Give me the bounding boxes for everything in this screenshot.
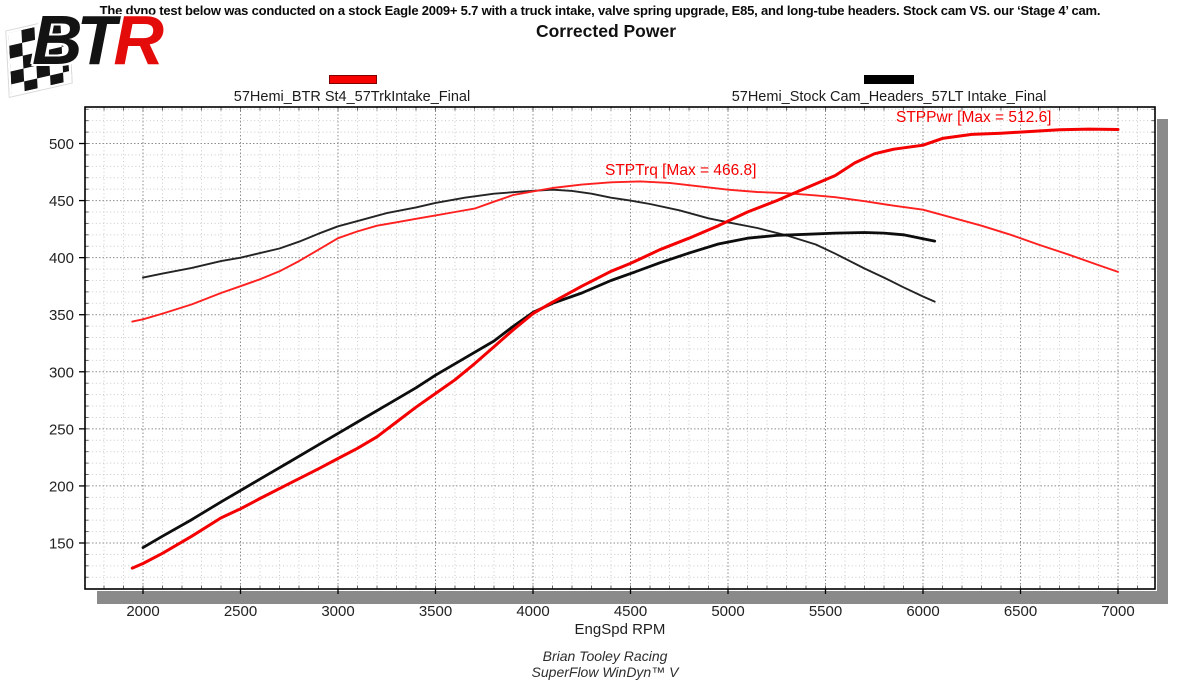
y-tick-label: 200 — [49, 478, 74, 495]
y-tick-label: 350 — [49, 307, 74, 324]
curve-stppwr_btr — [130, 127, 1120, 570]
y-tick-label: 300 — [49, 364, 74, 381]
btr-logo: BTR — [6, 2, 166, 100]
legend-swatch-stock-cam — [864, 75, 914, 84]
annotation-torque-max: STPTrq [Max = 466.8] — [605, 162, 757, 179]
x-tick-label: 6000 — [906, 603, 939, 620]
header-strip: The dyno test below was conducted on a s… — [99, 3, 1101, 18]
x-tick-label: 7000 — [1101, 603, 1134, 620]
plot-shadow-right — [1157, 119, 1168, 604]
btr-logo-r: R — [113, 1, 164, 79]
btr-logo-text: BTR — [32, 1, 164, 79]
footer-software: SuperFlow WinDyn™ V — [531, 664, 679, 680]
x-tick-label: 4000 — [516, 603, 549, 620]
curve-stptrq_stock — [142, 188, 936, 303]
chart-title: Corrected Power — [535, 21, 677, 41]
legend-label-stock-cam: 57Hemi_Stock Cam_Headers_57LT Intake_Fin… — [731, 89, 1047, 105]
y-tick-label: 150 — [49, 536, 74, 553]
x-tick-label: 3500 — [419, 603, 452, 620]
legend-swatch-btr-stage4 — [329, 75, 377, 84]
x-tick-label: 5500 — [809, 603, 842, 620]
annotation-power-max: STPPwr [Max = 512.6] — [896, 109, 1052, 126]
y-tick-label: 450 — [49, 193, 74, 210]
x-tick-label: 3000 — [321, 603, 354, 620]
plot-shadow-bottom — [97, 591, 1167, 604]
curve-stptrq_btr — [131, 180, 1119, 323]
footer-company: Brian Tooley Racing — [542, 648, 668, 664]
btr-logo-bt: BT — [32, 1, 119, 79]
x-tick-label: 4500 — [614, 603, 647, 620]
legend-label-btr-stage4: 57Hemi_BTR St4_57TrkIntake_Final — [233, 89, 471, 105]
y-tick-label: 250 — [49, 421, 74, 438]
x-tick-label: 2500 — [224, 603, 257, 620]
x-tick-label: 5000 — [711, 603, 744, 620]
y-tick-label: 400 — [49, 250, 74, 267]
x-axis-title: EngSpd RPM — [574, 621, 666, 638]
x-tick-label: 2000 — [126, 603, 159, 620]
x-tick-label: 6500 — [1004, 603, 1037, 620]
y-tick-label: 500 — [49, 136, 74, 153]
plot-border — [84, 106, 1156, 590]
